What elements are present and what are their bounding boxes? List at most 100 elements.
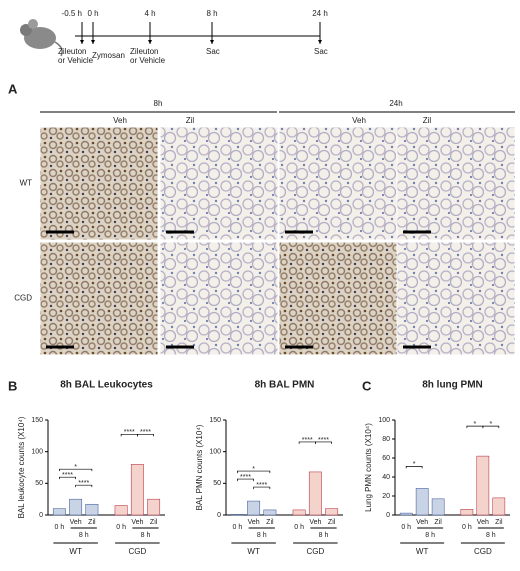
y-axis-label: Lung PMN counts (X10⁴) — [364, 423, 373, 512]
arrow-head — [210, 40, 214, 44]
y-tick-label: 60 — [382, 455, 390, 462]
significance-bracket — [237, 470, 271, 474]
y-tick-label: 0 — [39, 512, 43, 519]
micrograph — [39, 126, 159, 241]
chart-title: 8h BAL Leukocytes — [60, 380, 153, 391]
y-axis-label: BAL leukocyte counts (X10⁴) — [17, 416, 26, 518]
chart-title: 8h BAL PMN — [255, 380, 315, 391]
event-label: or Vehicle — [130, 56, 166, 65]
x-tick-label: Veh — [131, 519, 143, 526]
treatment-label: Zil — [423, 116, 432, 125]
significance: **** — [78, 480, 89, 487]
y-axis-label: BAL PMN counts (X10⁴) — [195, 424, 204, 510]
treatment-label: Veh — [352, 116, 366, 125]
y-tick-label: 100 — [378, 417, 390, 424]
micrographs — [39, 126, 516, 356]
x-tick-label: Zil — [328, 519, 336, 526]
bar — [399, 512, 413, 516]
x-tick-label: Veh — [248, 519, 260, 526]
period-label: 8 h — [79, 532, 89, 539]
period-label: 8 h — [141, 532, 151, 539]
y-tick-label: 80 — [382, 436, 390, 443]
x-tick-label: 0 h — [294, 524, 304, 531]
significance-bracket — [59, 468, 93, 472]
bar — [69, 498, 83, 516]
x-tick-label: Veh — [477, 519, 489, 526]
y-tick-label: 100 — [31, 449, 43, 456]
group-label: WT — [247, 547, 260, 556]
event-label: Zileuton — [130, 47, 158, 56]
arrow-head — [80, 40, 84, 44]
period-label: 8 h — [425, 532, 435, 539]
treatment-label: Veh — [113, 116, 127, 125]
x-tick-label: Zil — [434, 519, 442, 526]
x-tick-label: 0 h — [462, 524, 472, 531]
micrograph — [159, 241, 279, 356]
x-tick-label: 0 h — [116, 524, 126, 531]
significance: * — [413, 461, 416, 468]
y-tick-label: 150 — [209, 417, 221, 424]
y-tick-label: 50 — [35, 480, 43, 487]
period-label: 8 h — [319, 532, 329, 539]
y-tick-label: 100 — [209, 449, 221, 456]
arrow-head — [91, 40, 95, 44]
micrograph — [396, 241, 516, 356]
micrograph — [278, 241, 398, 356]
bar — [476, 455, 490, 516]
genotype-label: CGD — [14, 294, 32, 303]
y-tick-label: 50 — [213, 480, 221, 487]
event-label: Zileuton — [58, 47, 86, 56]
significance-bracket — [237, 478, 254, 482]
time-label: 24 h — [312, 9, 328, 18]
bar — [492, 497, 506, 516]
bar — [52, 508, 66, 516]
micrograph — [396, 126, 516, 241]
group-label: CGD — [306, 547, 324, 556]
x-tick-label: 0 h — [401, 524, 411, 531]
chart-title: 8h lung PMN — [422, 380, 483, 391]
bar — [263, 509, 277, 516]
bar — [230, 514, 244, 516]
event-label: Zymosan — [92, 51, 125, 60]
bar — [247, 500, 261, 516]
micrograph — [39, 241, 159, 356]
significance: * — [473, 421, 476, 428]
event-label: Sac — [314, 47, 328, 56]
time-label: 4 h — [144, 9, 155, 18]
group-label: WT — [416, 547, 429, 556]
x-tick-label: Zil — [150, 519, 158, 526]
x-tick-label: Veh — [309, 519, 321, 526]
significance-bracket — [482, 425, 500, 429]
time-label: 0 h — [87, 9, 98, 18]
significance: * — [74, 464, 77, 471]
significance-bracket — [59, 476, 76, 480]
significance-bracket — [253, 486, 271, 490]
bar — [85, 503, 99, 516]
event-label: Sac — [206, 47, 220, 56]
y-tick-label: 0 — [217, 512, 221, 519]
bar — [130, 464, 144, 516]
significance: * — [489, 421, 492, 428]
group-label: WT — [69, 547, 82, 556]
x-tick-label: Zil — [495, 519, 503, 526]
panel-label: B — [8, 378, 17, 393]
x-tick-label: Zil — [88, 519, 96, 526]
timepoint: 8h — [154, 99, 163, 108]
x-tick-label: Veh — [70, 519, 82, 526]
group-label: CGD — [128, 547, 146, 556]
group-label: CGD — [474, 547, 492, 556]
panel-label: C — [362, 378, 372, 393]
treatment-label: Zil — [186, 116, 195, 125]
significance: **** — [62, 472, 73, 479]
panel-label: A — [8, 81, 18, 96]
significance-bracket — [75, 484, 93, 488]
time-label: 8 h — [206, 9, 217, 18]
time-label: -0.5 h — [62, 9, 82, 18]
bar — [460, 509, 474, 516]
micrograph — [159, 126, 279, 241]
x-tick-label: 0 h — [233, 524, 243, 531]
bar — [292, 509, 306, 516]
bar — [415, 488, 429, 516]
y-tick-label: 40 — [382, 474, 390, 481]
